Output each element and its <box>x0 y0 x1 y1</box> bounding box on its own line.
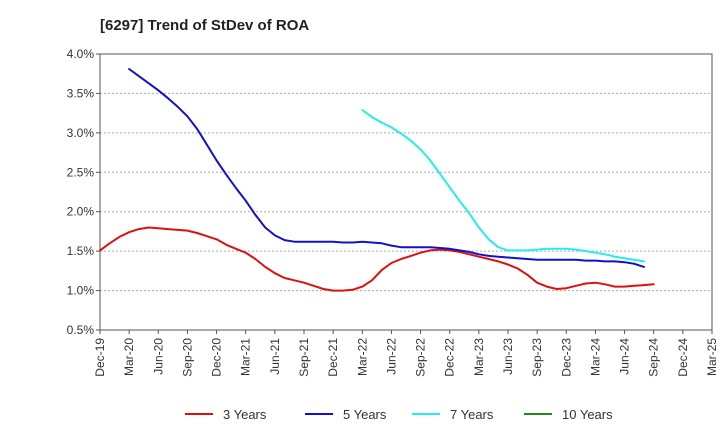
x-tick-label: Jun-22 <box>384 338 398 375</box>
y-tick-label: 2.0% <box>67 205 95 219</box>
y-tick-label: 1.0% <box>67 284 95 298</box>
x-tick-label: Mar-21 <box>239 338 253 376</box>
x-axis: Dec-19 Mar-20 Jun-20 Sep-20 Dec-20 Mar-21 Jun-… <box>93 330 719 377</box>
legend-label: 7 Years <box>450 407 494 422</box>
x-tick-label: Dec-21 <box>326 338 340 377</box>
y-tick-label: 3.5% <box>67 86 95 100</box>
x-tick-label: Dec-19 <box>93 338 107 377</box>
x-tick-label: Jun-20 <box>151 338 165 375</box>
legend: 3 Years 5 Years 7 Years 10 Years <box>185 407 613 422</box>
series-line-5-years <box>128 68 645 268</box>
x-tick-label: Mar-23 <box>472 338 486 376</box>
x-tick-label: Sep-23 <box>530 338 544 377</box>
x-tick-label: Mar-24 <box>588 338 602 376</box>
y-axis: 0.5% 1.0% 1.5% 2.0% 2.5% 3.0% 3.5% 4.0% <box>67 47 100 337</box>
x-tick-label: Jun-24 <box>618 338 632 375</box>
y-tick-label: 4.0% <box>67 47 95 61</box>
legend-label: 10 Years <box>562 407 613 422</box>
y-tick-label: 0.5% <box>67 323 95 337</box>
y-tick-label: 3.0% <box>67 126 95 140</box>
x-tick-label: Sep-20 <box>180 338 194 377</box>
legend-label: 3 Years <box>223 407 267 422</box>
series-line-7-years <box>361 109 645 263</box>
y-tick-label: 1.5% <box>67 244 95 258</box>
grid-lines <box>100 92 712 292</box>
y-tick-label: 2.5% <box>67 165 95 179</box>
series-line-3-years <box>99 226 655 292</box>
x-tick-label: Sep-22 <box>414 338 428 377</box>
x-tick-label: Mar-22 <box>355 338 369 376</box>
x-tick-label: Jun-21 <box>268 338 282 375</box>
x-tick-label: Mar-25 <box>705 338 719 376</box>
chart-title: [6297] Trend of StDev of ROA <box>100 17 309 34</box>
x-tick-label: Dec-24 <box>676 338 690 377</box>
x-tick-label: Jun-23 <box>501 338 515 375</box>
x-tick-label: Dec-23 <box>559 338 573 377</box>
x-tick-label: Sep-24 <box>647 338 661 377</box>
legend-label: 5 Years <box>343 407 387 422</box>
x-tick-label: Dec-22 <box>443 338 457 377</box>
x-tick-label: Mar-20 <box>122 338 136 376</box>
series-lines <box>99 68 655 292</box>
plot-frame <box>99 53 713 331</box>
x-tick-label: Dec-20 <box>210 338 224 377</box>
x-tick-label: Sep-21 <box>297 338 311 377</box>
